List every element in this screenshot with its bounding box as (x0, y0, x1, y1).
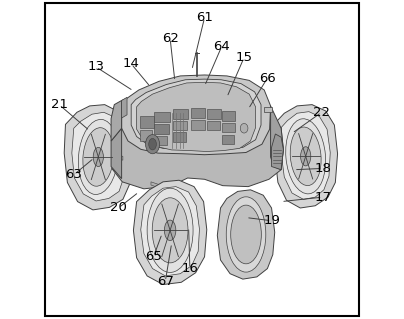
Polygon shape (111, 100, 122, 141)
Text: 65: 65 (145, 250, 162, 263)
Polygon shape (191, 108, 205, 118)
Polygon shape (140, 116, 154, 128)
Polygon shape (222, 123, 235, 132)
Text: 20: 20 (110, 202, 127, 214)
Polygon shape (173, 132, 186, 142)
Polygon shape (173, 109, 187, 119)
Polygon shape (137, 82, 256, 152)
Ellipse shape (152, 198, 188, 263)
Polygon shape (111, 154, 123, 160)
Polygon shape (154, 136, 167, 145)
Ellipse shape (83, 128, 114, 186)
Ellipse shape (93, 147, 103, 167)
Ellipse shape (231, 205, 261, 264)
Ellipse shape (149, 138, 156, 150)
Polygon shape (274, 105, 338, 208)
Polygon shape (274, 154, 281, 160)
Text: 18: 18 (314, 162, 331, 175)
Text: 16: 16 (181, 262, 198, 275)
Polygon shape (207, 109, 221, 119)
Text: 17: 17 (314, 191, 331, 204)
Ellipse shape (145, 135, 160, 154)
Polygon shape (154, 124, 168, 134)
Polygon shape (271, 106, 283, 170)
Text: 63: 63 (65, 168, 82, 181)
Ellipse shape (164, 220, 176, 241)
Polygon shape (64, 105, 131, 210)
Polygon shape (217, 190, 275, 279)
Ellipse shape (226, 197, 266, 272)
Polygon shape (151, 182, 162, 189)
Text: 13: 13 (88, 61, 105, 73)
Text: 14: 14 (123, 57, 140, 70)
Ellipse shape (290, 127, 321, 186)
Text: 66: 66 (259, 72, 276, 85)
Text: 15: 15 (236, 51, 252, 64)
Text: 22: 22 (313, 106, 330, 119)
Ellipse shape (286, 119, 326, 194)
Ellipse shape (240, 123, 248, 133)
Text: 67: 67 (157, 275, 174, 288)
Ellipse shape (301, 147, 311, 166)
Polygon shape (111, 128, 122, 179)
Polygon shape (271, 134, 283, 170)
Text: 21: 21 (50, 98, 67, 111)
Polygon shape (222, 135, 234, 144)
Text: 19: 19 (263, 214, 280, 227)
Text: 62: 62 (162, 32, 179, 45)
Text: 61: 61 (196, 11, 213, 24)
Polygon shape (281, 112, 330, 199)
Polygon shape (133, 180, 207, 285)
Polygon shape (72, 112, 125, 201)
Polygon shape (191, 120, 204, 130)
Polygon shape (207, 121, 220, 130)
Polygon shape (141, 187, 200, 276)
Ellipse shape (78, 119, 118, 195)
Polygon shape (264, 107, 271, 112)
Text: 64: 64 (213, 40, 230, 53)
Polygon shape (131, 79, 261, 150)
Polygon shape (173, 121, 187, 130)
Polygon shape (154, 112, 170, 122)
Polygon shape (42, 0, 362, 319)
Polygon shape (122, 75, 271, 155)
Polygon shape (122, 97, 127, 118)
Polygon shape (222, 111, 236, 121)
Polygon shape (111, 107, 283, 189)
Polygon shape (140, 130, 152, 141)
Ellipse shape (147, 188, 193, 272)
